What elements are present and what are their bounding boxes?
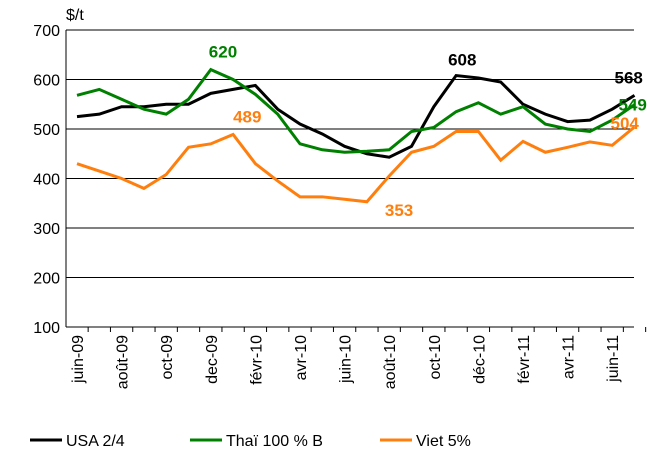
x-tick-label: dec-09 [204,335,221,384]
y-tick-label: 400 [33,172,60,189]
x-tick-label: oct-09 [159,335,176,380]
x-tick-label: févr-11 [516,335,533,384]
series-line [76,73,636,159]
y-tick-label: 700 [33,23,60,40]
y-tick-label: 600 [33,73,60,90]
data-label: 504 [611,114,640,133]
data-label: 608 [448,51,476,70]
legend-label: Viet 5% [416,433,471,450]
data-label: 489 [233,107,261,126]
x-tick-label: août-10 [382,335,399,389]
y-tick-label: 200 [33,271,60,288]
legend-label: USA 2/4 [66,433,125,450]
x-tick-label: déc-10 [471,335,488,384]
x-tick-label: avr-10 [293,335,310,380]
x-tick-label: avr-11 [561,335,578,379]
x-tick-label: oct-10 [427,335,444,380]
x-tick-label: juin-11 [605,335,622,383]
y-tick-label: 300 [33,221,60,238]
legend-label: Thaï 100 % B [226,433,323,450]
y-tick-label: 500 [33,122,60,139]
x-tick-label: août-09 [115,335,132,389]
y-axis-title: $/t [66,7,84,24]
x-tick-label: juin-10 [338,335,355,384]
series-line [76,67,636,154]
data-label: 620 [209,43,237,62]
data-label: 568 [615,68,643,87]
data-label: 353 [385,201,413,220]
data-label: 549 [619,96,647,115]
y-tick-label: 100 [33,320,60,337]
x-tick-label: févr-10 [248,335,265,385]
series-line [76,125,636,204]
x-tick-label: juin-09 [70,335,87,384]
